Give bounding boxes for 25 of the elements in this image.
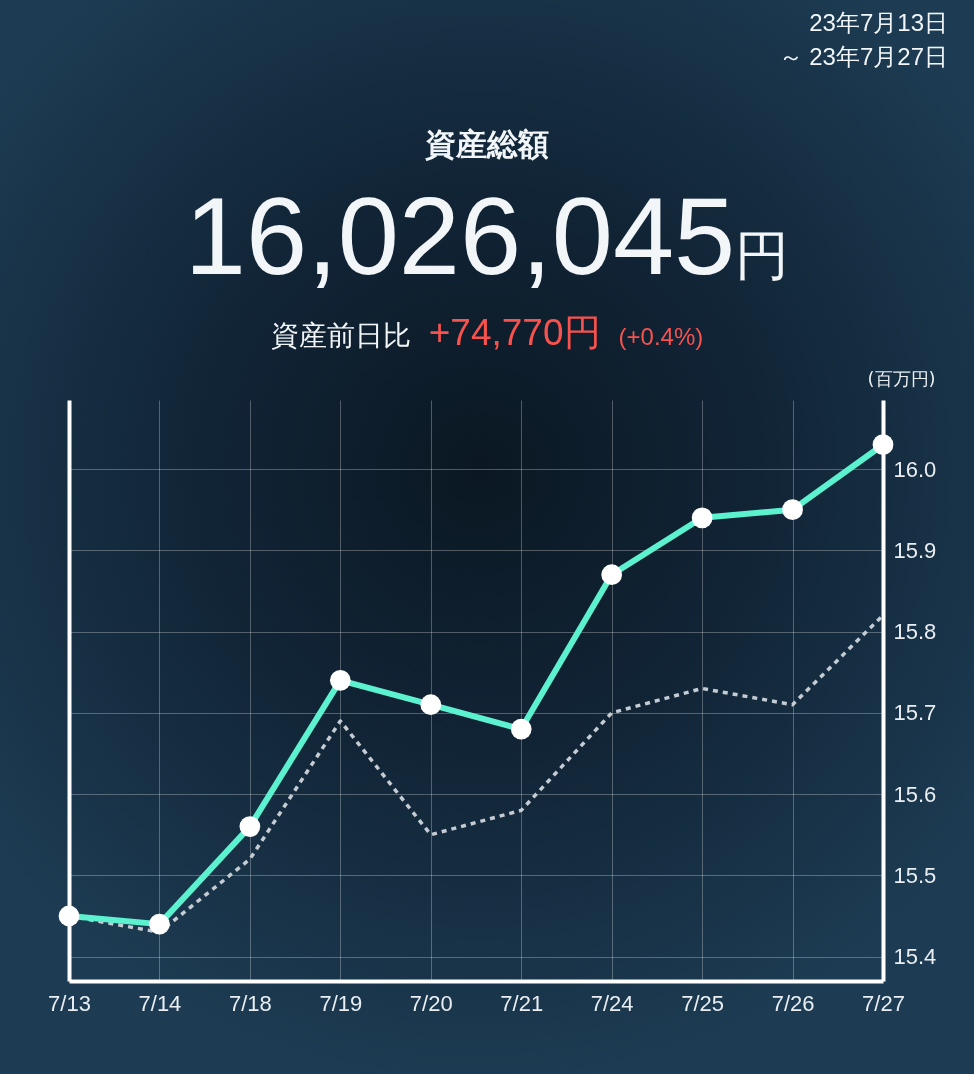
text: 資産前日比	[270, 319, 411, 353]
x-tick-label: 7/26	[771, 990, 815, 1016]
text: +74,770円	[428, 311, 601, 355]
x-tick-label: 7/27	[862, 990, 905, 1016]
text: 16,026,045円	[184, 174, 790, 297]
x-tick-label: 7/19	[319, 990, 363, 1016]
y-axis-title: (百万円)	[867, 367, 936, 389]
text: 23年7月13日	[808, 8, 948, 38]
text: (+0.4%)	[618, 323, 704, 351]
y-tick-label: 15.4	[893, 944, 937, 970]
x-tick-label: 7/18	[228, 990, 272, 1016]
x-tick-label: 7/20	[409, 990, 453, 1016]
x-tick-label: 7/13	[48, 990, 91, 1016]
y-tick-label: 15.6	[893, 781, 937, 807]
chart-title: 資産総額	[424, 126, 550, 164]
y-tick-label: 15.9	[893, 537, 937, 563]
y-tick-label: 15.5	[893, 862, 937, 888]
x-tick-label: 7/24	[590, 990, 634, 1016]
x-tick-label: 7/14	[138, 990, 182, 1016]
x-tick-label: 7/21	[500, 990, 544, 1016]
y-tick-label: 15.7	[893, 700, 937, 726]
text: ～ 23年7月27日	[778, 42, 948, 72]
x-tick-label: 7/25	[681, 990, 725, 1016]
y-tick-label: 15.8	[893, 619, 937, 645]
y-tick-label: 16.0	[893, 456, 937, 482]
